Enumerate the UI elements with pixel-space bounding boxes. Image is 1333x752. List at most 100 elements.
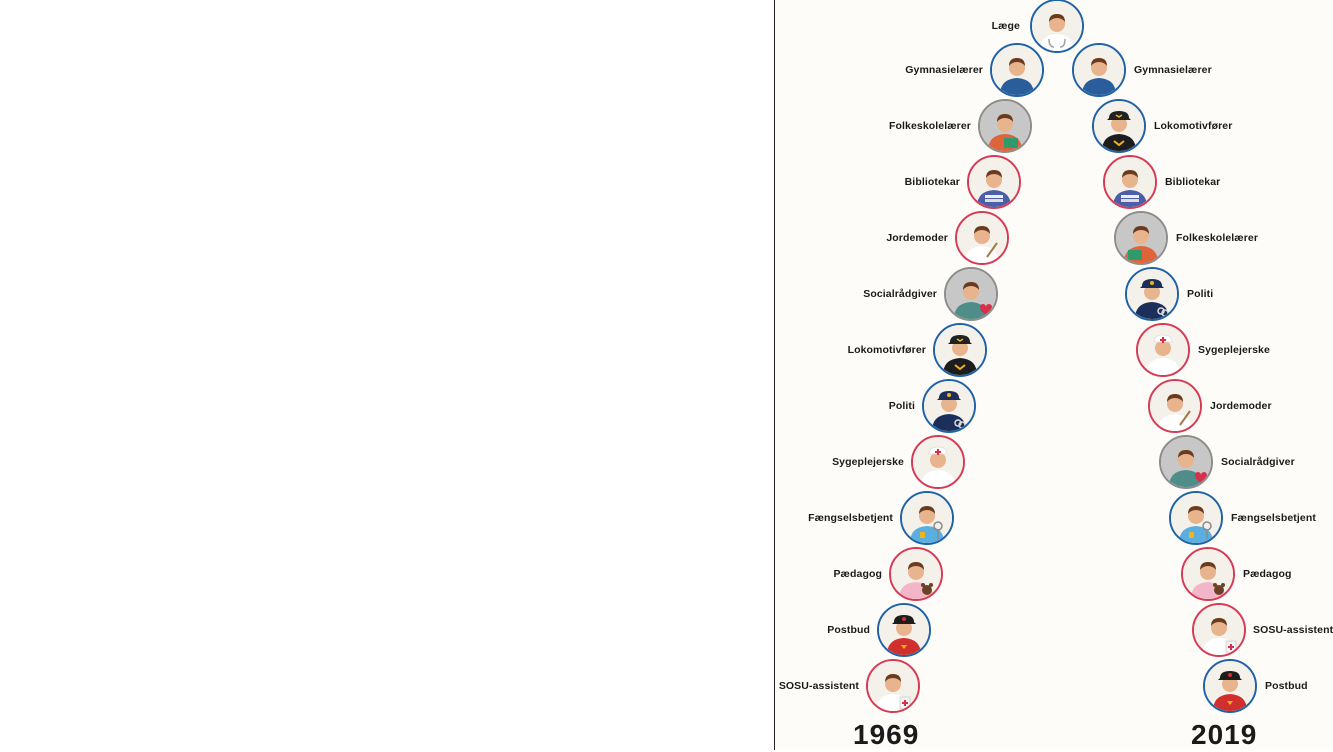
avatar-circle	[933, 323, 987, 377]
train-driver-icon	[935, 325, 985, 375]
node-label: Jordemoder	[886, 232, 948, 244]
avatar-circle	[1148, 379, 1202, 433]
node-label: Postbud	[1265, 680, 1308, 692]
node-label: Lokomotivfører	[1154, 120, 1233, 132]
node-2019-3: Bibliotekar	[1103, 155, 1220, 209]
avatar-circle	[1181, 547, 1235, 601]
node-1969-6: Lokomotivfører	[848, 323, 987, 377]
node-2019-9: Fængselsbetjent	[1169, 491, 1316, 545]
node-label: Fængselsbetjent	[1231, 512, 1316, 524]
doctor-icon	[1032, 1, 1082, 51]
midwife-icon	[957, 213, 1007, 263]
avatar-circle	[1192, 603, 1246, 657]
node-label: Læge	[991, 20, 1020, 32]
node-1969-3: Bibliotekar	[905, 155, 1021, 209]
police-icon	[1127, 269, 1177, 319]
node-2019-12: Postbud	[1203, 659, 1308, 713]
high-school-teacher-icon	[1074, 45, 1124, 95]
avatar-circle	[990, 43, 1044, 97]
node-label: Folkeskolelærer	[1176, 232, 1259, 244]
year-1969-label: 1969	[853, 719, 920, 750]
avatar-circle	[866, 659, 920, 713]
police-icon	[924, 381, 974, 431]
node-1969-9: Fængselsbetjent	[808, 491, 954, 545]
librarian-icon	[969, 157, 1019, 207]
avatar-circle	[978, 99, 1032, 153]
avatar-circle	[1136, 323, 1190, 377]
node-label: Fængselsbetjent	[808, 512, 893, 524]
node-1969-10: Pædagog	[833, 547, 943, 601]
node-label: SOSU-assistent	[1253, 624, 1333, 636]
avatar-circle	[967, 155, 1021, 209]
social-worker-icon	[1161, 437, 1211, 487]
ranking-panel: Læge Gymnasielærer Folkeskolelærer	[774, 0, 1333, 750]
node-2019-4: Folkeskolelærer	[1114, 211, 1258, 265]
node-2019-1: Gymnasielærer	[1072, 43, 1212, 97]
node-1969-8: Sygeplejerske	[832, 435, 965, 489]
avatar-circle	[1169, 491, 1223, 545]
avatar-circle	[1103, 155, 1157, 209]
node-2019-10: Pædagog	[1181, 547, 1291, 601]
avatar-circle	[1203, 659, 1257, 713]
node-label: SOSU-assistent	[778, 680, 859, 692]
prison-guard-icon	[1171, 493, 1221, 543]
avatar-circle	[1030, 0, 1084, 53]
avatar-circle	[911, 435, 965, 489]
node-1969-2: Folkeskolelærer	[889, 99, 1032, 153]
avatar-circle	[1114, 211, 1168, 265]
node-1969-11: Postbud	[827, 603, 931, 657]
node-label: Pædagog	[833, 568, 882, 580]
node-label: Sygeplejerske	[1198, 344, 1270, 356]
node-2019-7: Jordemoder	[1148, 379, 1272, 433]
node-1969-4: Jordemoder	[886, 211, 1009, 265]
social-worker-icon	[946, 269, 996, 319]
node-2019-5: Politi	[1125, 267, 1213, 321]
node-label: Gymnasielærer	[905, 64, 983, 76]
avatar-circle	[1092, 99, 1146, 153]
node-label: Bibliotekar	[1165, 176, 1221, 188]
node-label: Pædagog	[1243, 568, 1292, 580]
avatar-circle	[1072, 43, 1126, 97]
avatar-circle	[877, 603, 931, 657]
node-label: Lokomotivfører	[847, 344, 926, 356]
year-2019-label: 2019	[1191, 719, 1258, 750]
node-2019-11: SOSU-assistent	[1192, 603, 1333, 657]
node-label: Folkeskolelærer	[888, 120, 971, 132]
node-label: Politi	[1187, 288, 1214, 300]
node-2019-6: Sygeplejerske	[1136, 323, 1270, 377]
node-label: Gymnasielærer	[1134, 64, 1212, 76]
prison-guard-icon	[902, 493, 952, 543]
avatar-circle	[889, 547, 943, 601]
school-teacher-icon	[1116, 213, 1166, 263]
care-assistant-icon	[868, 661, 918, 711]
care-assistant-icon	[1194, 605, 1244, 655]
avatar-circle	[1159, 435, 1213, 489]
librarian-icon	[1105, 157, 1155, 207]
avatar-circle	[922, 379, 976, 433]
pedagogue-icon	[1183, 549, 1233, 599]
node-top: Læge	[992, 0, 1084, 53]
avatar-circle	[944, 267, 998, 321]
node-label: Socialrådgiver	[1221, 456, 1295, 468]
pedagogue-icon	[891, 549, 941, 599]
nurse-icon	[913, 437, 963, 487]
node-1969-7: Politi	[889, 379, 976, 433]
node-2019-8: Socialrådgiver	[1159, 435, 1295, 489]
postman-icon	[1205, 661, 1255, 711]
node-2019-2: Lokomotivfører	[1092, 99, 1232, 153]
node-label: Politi	[888, 400, 915, 412]
avatar-circle	[955, 211, 1009, 265]
node-1969-1: Gymnasielærer	[905, 43, 1044, 97]
node-label: Sygeplejerske	[832, 456, 904, 468]
avatar-circle	[1125, 267, 1179, 321]
train-driver-icon	[1094, 101, 1144, 151]
nurse-icon	[1138, 325, 1188, 375]
school-teacher-icon	[980, 101, 1030, 151]
midwife-icon	[1150, 381, 1200, 431]
high-school-teacher-icon	[992, 45, 1042, 95]
avatar-circle	[900, 491, 954, 545]
node-label: Jordemoder	[1210, 400, 1272, 412]
node-label: Bibliotekar	[904, 176, 960, 188]
node-label: Socialrådgiver	[863, 288, 937, 300]
node-1969-12: SOSU-assistent	[779, 659, 920, 713]
